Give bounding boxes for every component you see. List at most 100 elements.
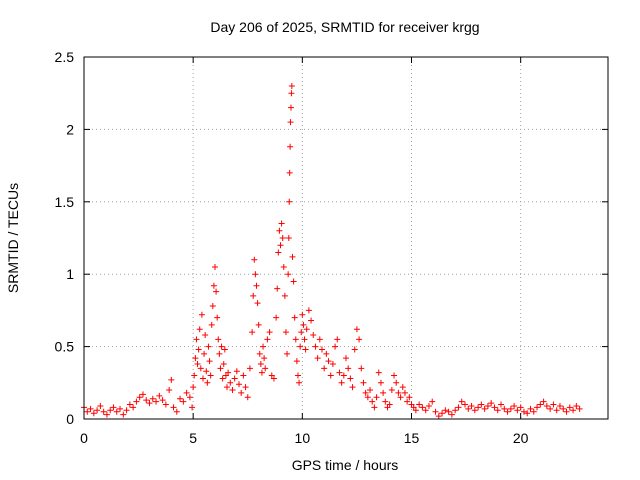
data-point [540,398,547,405]
data-point [316,336,323,343]
data-point [233,368,240,375]
plot-frame [83,56,609,420]
data-point [362,389,369,396]
data-point [401,389,408,396]
data-point [139,391,146,398]
data-point [388,387,395,394]
data-point [250,292,257,299]
data-point [254,300,261,307]
y-tick-label: 2 [66,121,74,137]
data-point [334,336,341,343]
data-point [305,307,312,314]
data-point [422,407,429,414]
data-point [452,407,459,414]
data-point [404,398,411,405]
data-point [260,343,267,350]
data-point [293,358,300,365]
data-point [543,402,550,409]
data-point [220,360,227,367]
data-point [507,405,514,412]
x-axis-label: GPS time / hours [292,457,399,473]
data-point [249,329,256,336]
data-point [442,407,449,414]
data-point [208,321,215,328]
data-point [527,405,534,412]
data-point [251,256,258,263]
data-point [219,375,226,382]
data-point [190,384,197,391]
data-point [215,336,222,343]
y-tick-label: 2.5 [55,49,75,65]
data-point [193,336,200,343]
data-point [471,407,478,414]
data-point [425,402,432,409]
data-point [382,398,389,405]
data-point [275,249,282,256]
data-point [360,379,367,386]
y-axis-label: SRMTID / TECUs [5,183,21,293]
axis-ticks [83,56,608,420]
data-point [225,369,232,376]
data-point [288,82,295,89]
data-point [270,375,277,382]
data-point [274,285,281,292]
data-point [266,329,273,336]
data-point [126,401,133,408]
data-point [146,400,153,407]
data-point [556,402,563,409]
data-point [204,379,211,386]
data-point [180,398,187,405]
data-point [537,401,544,408]
data-point [133,398,140,405]
data-point [351,346,358,353]
data-point [343,355,349,362]
data-point [448,411,455,418]
data-point [213,288,220,295]
data-point [256,350,263,357]
data-point [202,332,209,339]
data-point [327,372,334,379]
data-point [393,379,400,386]
data-point [289,253,296,260]
data-point [210,282,217,289]
data-point [511,402,518,409]
data-point [196,326,203,333]
data-point [287,143,294,150]
data-point [358,365,365,372]
data-point [189,404,196,411]
data-point [455,404,462,411]
data-point [377,379,384,386]
data-point [227,379,234,386]
data-point [329,360,336,367]
data-point [369,398,376,405]
data-point [563,408,570,415]
data-point [195,346,202,353]
data-point [143,397,150,404]
data-point [107,407,114,414]
data-point [186,394,193,401]
data-point [282,329,289,336]
data-point [177,395,184,402]
data-point [255,321,262,328]
data-point [214,314,221,321]
data-point [468,402,475,409]
data-point [173,408,180,415]
data-point [547,405,554,412]
data-point [429,398,436,405]
data-point [560,405,567,412]
data-point [299,311,306,318]
data-point [367,387,374,394]
data-point [159,397,166,404]
y-tick-labels: 0 0.5 1 1.5 2 2.5 [55,49,75,427]
data-point [242,384,249,391]
x-tick-label: 5 [189,430,197,446]
data-point [292,336,299,343]
data-point [432,408,439,415]
data-point [231,375,238,382]
data-point [395,389,402,396]
data-point [285,271,292,278]
data-point [162,401,169,408]
data-point [412,407,419,414]
data-point [287,119,294,126]
data-point [314,355,321,362]
